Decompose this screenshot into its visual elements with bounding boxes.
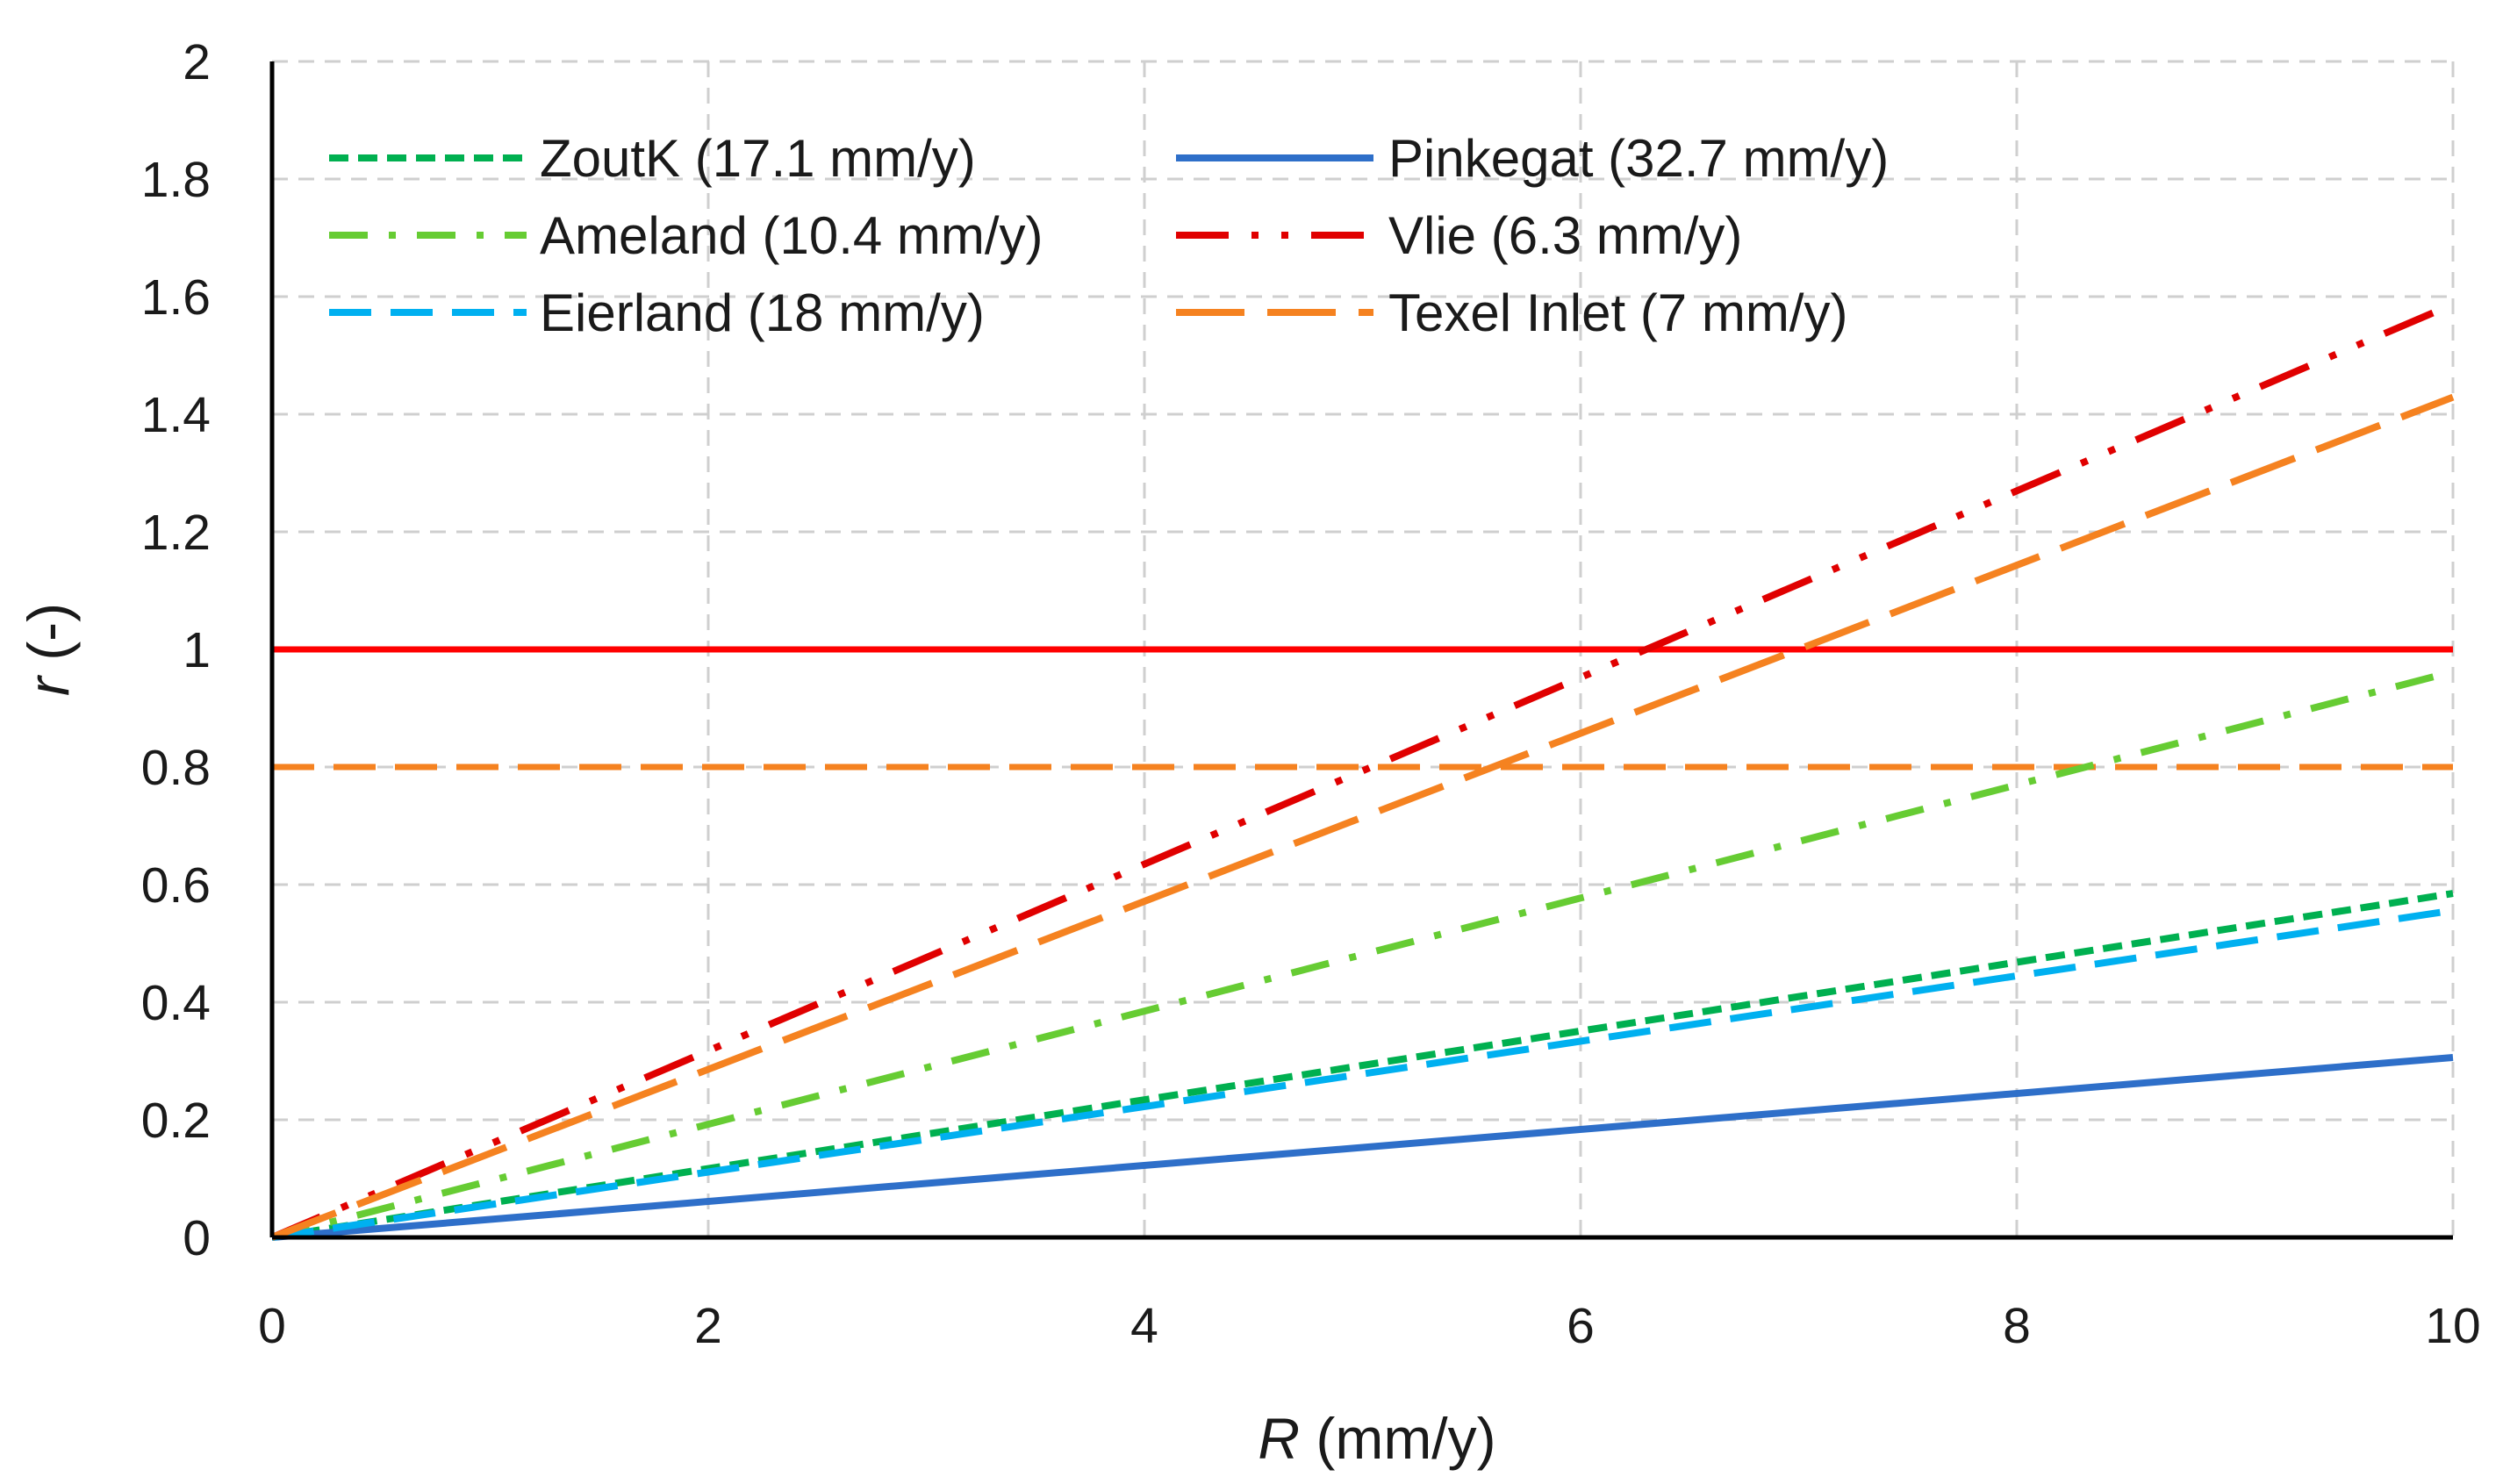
series-line-2: [270, 668, 2455, 1241]
series-line-0: [271, 890, 2454, 1241]
y-tick-label-10: 2: [183, 34, 211, 90]
y-axis-title: r (-): [16, 603, 81, 696]
x-tick-label-3: 6: [1567, 1298, 1595, 1354]
y-tick-label-9: 1.8: [141, 152, 211, 208]
y-tick-label-7: 1.4: [141, 387, 211, 443]
y-tick-label-5: 1: [183, 622, 211, 678]
legend-label-3: Vlie (6.3 mm/y): [1388, 206, 1742, 265]
y-tick-labels: 0 0.2 0.4 0.6 0.8 1 1.2 1.4 1.6 1.8 2: [141, 34, 211, 1266]
legend-label-4: Eierland (18 mm/y): [540, 283, 985, 342]
axes: [269, 61, 2453, 1240]
legend-label-5: Texel Inlet (7 mm/y): [1388, 283, 1847, 342]
y-tick-label-6: 1.2: [141, 505, 211, 561]
x-axis-unit: (mm/y): [1316, 1406, 1495, 1471]
y-axis-symbol: r: [16, 674, 81, 696]
y-tick-label-0: 0: [183, 1210, 211, 1266]
x-axis-title: R (mm/y): [1258, 1406, 1495, 1471]
series-line-1: [271, 1053, 2454, 1241]
y-tick-label-8: 1.6: [141, 269, 211, 326]
x-tick-label-5: 10: [2425, 1298, 2480, 1354]
x-tick-label-0: 0: [258, 1298, 286, 1354]
x-tick-labels: 0 2 4 6 8 10: [258, 1298, 2481, 1354]
x-tick-label-2: 4: [1130, 1298, 1158, 1354]
x-tick-label-4: 8: [2003, 1298, 2031, 1354]
y-tick-label-3: 0.6: [141, 857, 211, 914]
y-tick-label-2: 0.4: [141, 975, 211, 1031]
legend-label-0: ZoutK (17.1 mm/y): [540, 129, 976, 188]
legend: ZoutK (17.1 mm/y) Pinkegat (32.7 mm/y) Ame…: [329, 129, 1889, 342]
series-line-5: [270, 393, 2455, 1241]
y-tick-label-1: 0.2: [141, 1093, 211, 1149]
x-axis-symbol: R: [1258, 1406, 1300, 1471]
series-lines: [270, 301, 2455, 1241]
y-axis-unit: (-): [16, 603, 81, 661]
x-tick-label-1: 2: [694, 1298, 722, 1354]
legend-label-1: Pinkegat (32.7 mm/y): [1388, 129, 1889, 188]
y-tick-label-4: 0.8: [141, 740, 211, 796]
legend-label-2: Ameland (10.4 mm/y): [540, 206, 1043, 265]
